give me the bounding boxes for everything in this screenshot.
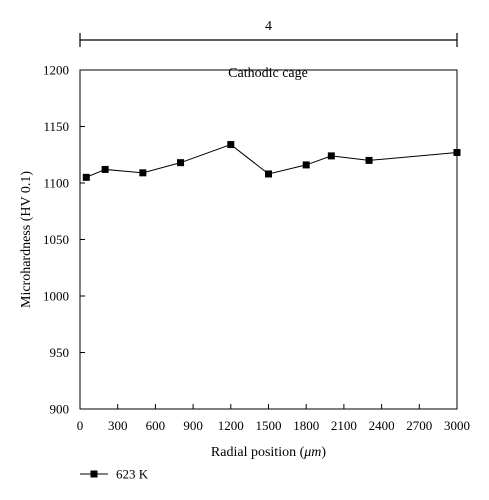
y-tick-label: 1100 bbox=[43, 176, 69, 191]
legend: 623 K bbox=[80, 467, 149, 482]
x-tick-label: 0 bbox=[77, 418, 84, 433]
x-tick-label: 2700 bbox=[406, 418, 432, 433]
data-point bbox=[265, 170, 272, 178]
x-tick-label: 1500 bbox=[256, 418, 282, 433]
data-point bbox=[453, 148, 461, 156]
data-point bbox=[365, 156, 373, 164]
data-point bbox=[101, 165, 109, 173]
x-axis-title: Radial position (μm) bbox=[211, 445, 326, 460]
x-tick-label: 1200 bbox=[218, 418, 244, 433]
data-point bbox=[327, 152, 335, 160]
span-label: 4 bbox=[265, 19, 272, 34]
data-point bbox=[82, 173, 90, 181]
x-tick-label: 300 bbox=[108, 418, 128, 433]
y-tick-label: 950 bbox=[50, 345, 70, 360]
legend-marker bbox=[90, 470, 98, 478]
plot-frame bbox=[79, 69, 458, 410]
data-point bbox=[177, 159, 185, 167]
y-tick-label: 1200 bbox=[43, 63, 69, 78]
x-tick-label: 900 bbox=[183, 418, 203, 433]
y-tick-label: 1000 bbox=[43, 289, 69, 304]
legend-label: 623 K bbox=[116, 467, 149, 482]
series-layer bbox=[82, 141, 461, 181]
y-tick-label: 900 bbox=[50, 402, 70, 417]
x-tick-label: 600 bbox=[146, 418, 166, 433]
chart-annotation: Cathodic cage bbox=[228, 66, 308, 81]
x-tick-label: 3000 bbox=[444, 418, 470, 433]
x-tick-label: 2400 bbox=[369, 418, 395, 433]
data-point bbox=[302, 161, 310, 169]
data-point bbox=[139, 169, 147, 177]
x-tick-label: 1800 bbox=[293, 418, 319, 433]
series-line bbox=[86, 144, 458, 178]
y-axis-title: Microhardness (HV 0.1) bbox=[19, 171, 34, 308]
y-axis: 900 950 1000 1050 1100 1150 1200 bbox=[43, 63, 85, 417]
x-axis-title-unit: μm bbox=[303, 445, 321, 460]
y-tick-label: 1150 bbox=[43, 119, 69, 134]
x-axis-title-text: Radial position ( bbox=[211, 445, 305, 460]
x-axis-title-suffix: ) bbox=[321, 445, 326, 460]
y-tick-label: 1050 bbox=[43, 232, 69, 247]
x-axis: 0 300 600 900 1200 1500 1800 2100 2400 2700 3000 bbox=[77, 404, 470, 433]
data-point bbox=[227, 141, 235, 149]
x-tick-label: 2100 bbox=[331, 418, 357, 433]
span-bracket: 4 bbox=[79, 19, 458, 47]
